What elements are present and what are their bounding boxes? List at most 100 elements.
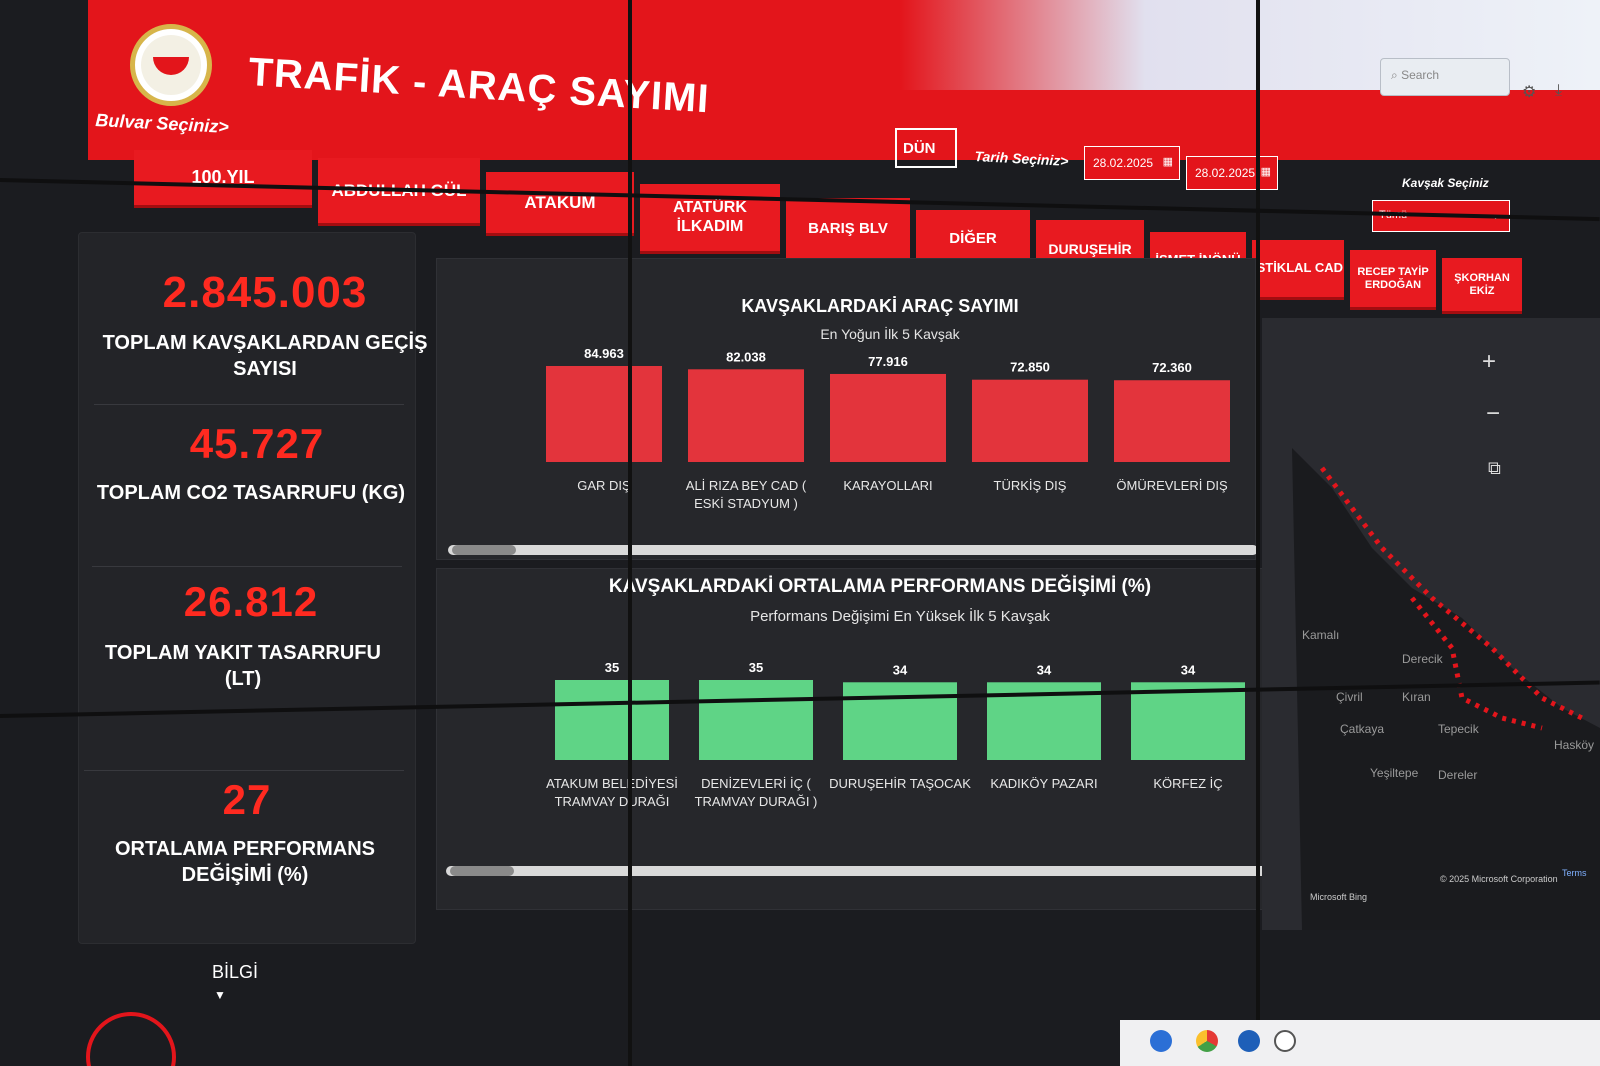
map-attribution: Microsoft Bing (1310, 892, 1368, 902)
map-place-label: Dereler (1438, 768, 1478, 782)
chart-bar[interactable] (555, 680, 669, 760)
zoom-out-icon[interactable]: − (1486, 400, 1501, 427)
date-to-field[interactable]: 28.02.2025 ▦ (1186, 156, 1278, 190)
chart-category-label: DURUŞEHİR TAŞOCAK (829, 776, 971, 791)
kpi-co2-value: 45.727 (189, 420, 325, 467)
map-panel[interactable]: + − ⧉ Kamalı Derecik Çivril Kıran Çatkay… (1262, 318, 1600, 930)
chart-data-label: 34 (1181, 662, 1196, 677)
media-player-icon[interactable] (1274, 1030, 1296, 1052)
chart-data-label: 84.963 (584, 346, 624, 361)
gear-icon[interactable]: ⚙ (1522, 84, 1537, 101)
chart-bar[interactable] (546, 366, 662, 462)
kpi-total-passes-value: 2.845.003 (162, 268, 368, 317)
kpi-fuel-label: TOPLAM YAKIT TASARRUFU (LT) (105, 642, 381, 690)
chart-category-label: KADIKÖY PAZARI (990, 776, 1097, 791)
junction-map[interactable] (1262, 318, 1600, 930)
zoom-in-icon[interactable]: + (1482, 348, 1497, 375)
map-place-label: Kamalı (1302, 628, 1340, 642)
search-placeholder: Search (1401, 68, 1440, 82)
map-place-label: Çivril (1336, 690, 1363, 704)
chart-data-label: 72.850 (1010, 360, 1050, 375)
chart-data-label: 34 (1037, 662, 1052, 677)
kpi-divider (92, 566, 402, 567)
map-place-label: Tepecik (1438, 722, 1479, 736)
yesterday-button[interactable]: DÜN (895, 128, 957, 168)
chart-bar[interactable] (972, 379, 1088, 462)
chart-category-label: ALİ RIZA BEY CAD ( (686, 478, 807, 493)
date-to-value: 28.02.2025 (1195, 166, 1256, 180)
chrome-icon[interactable] (1196, 1030, 1218, 1052)
street-button-100-yil[interactable]: 100.YIL (134, 150, 312, 208)
chart-category-label: DENİZEVLERİ İÇ ( (701, 776, 811, 791)
map-place-label: Çatkaya (1340, 722, 1385, 736)
map-place-label: Derecik (1402, 652, 1443, 666)
chart-data-label: 72.360 (1152, 360, 1192, 375)
map-terms-link[interactable]: Terms (1562, 868, 1587, 878)
chart-category-label: ESKİ STADYUM ) (694, 496, 798, 511)
junction-prompt: Kavşak Seçiniz (1402, 176, 1489, 190)
map-place-label: Yeşiltepe (1370, 766, 1419, 780)
chart-bar[interactable] (830, 373, 946, 462)
map-copyright: © 2025 Microsoft Corporation (1440, 874, 1558, 884)
search-icon: ⌕ (1391, 68, 1402, 82)
street-button-baris-blv[interactable]: BARIŞ BLV (786, 198, 910, 262)
vehicle-chart-subtitle: En Yoğun İlk 5 Kavşak (820, 326, 960, 342)
kpi-panel (78, 232, 416, 944)
chart-data-label: 82.038 (726, 349, 766, 364)
vehicle-chart-title: KAVŞAKLARDAKİ ARAÇ SAYIMI (741, 296, 1019, 316)
street-button-istiklal-cad[interactable]: İSTİKLAL CAD (1252, 240, 1344, 300)
screen-seam (1256, 0, 1260, 1066)
street-button-recep-tayip-erdogan[interactable]: RECEP TAYİP ERDOĞAN (1350, 250, 1436, 310)
chart-category-label: ÖMÜREVLERİ DIŞ (1116, 478, 1228, 493)
chart-data-label: 35 (605, 660, 619, 675)
download-icon[interactable]: ⤓ (1555, 82, 1563, 99)
windows-icon[interactable] (1150, 1030, 1172, 1052)
kpi-divider (84, 770, 404, 771)
chart-category-label: TRAMVAY DURAĞI ) (695, 794, 818, 809)
kpi-divider (94, 404, 404, 405)
performance-chart-subtitle: Performans Değişimi En Yüksek İlk 5 Kavş… (750, 608, 1050, 625)
performance-chart-scrollbar[interactable] (446, 866, 1278, 876)
kpi-total-passes-label: TOPLAM KAVŞAKLARDAN GEÇİŞ SAYISI (102, 332, 428, 380)
vehicle-chart-scroll-thumb[interactable] (452, 545, 516, 555)
search-input[interactable]: ⌕ Search (1380, 58, 1510, 96)
date-from-field[interactable]: 28.02.2025 ▦ (1084, 146, 1180, 180)
calendar-icon[interactable]: ▦ (1162, 156, 1173, 168)
caret-down-icon[interactable]: ▼ (214, 988, 226, 1002)
browser-icon[interactable] (1238, 1030, 1260, 1052)
chart-bar[interactable] (1131, 682, 1245, 760)
vehicle-count-chart: 84.963 GAR DIŞ 82.038 ALİ RIZA BEY CAD ( ESK… (546, 346, 1230, 511)
map-place-label: Hasköy (1554, 738, 1595, 752)
chart-bar[interactable] (1114, 380, 1230, 462)
chart-data-label: 34 (893, 662, 908, 677)
kpi-performance-value: 27 (222, 776, 272, 823)
calendar-icon[interactable]: ▦ (1260, 166, 1271, 178)
chart-bar[interactable] (688, 369, 804, 462)
chart-data-label: 77.916 (868, 354, 908, 369)
chart-category-label: KARAYOLLARI (843, 478, 932, 493)
performance-chart: 35 ATAKUM BELEDİYESİ TRAMVAY DURAĞI 35 DENİZ… (546, 660, 1245, 809)
chart-category-label: GAR DIŞ (577, 478, 631, 493)
kpi-performance-label: ORTALAMA PERFORMANS DEĞİŞİMİ (%) (115, 838, 375, 886)
info-icon[interactable] (86, 1012, 176, 1066)
chart-category-label: TÜRKİŞ DIŞ (994, 478, 1067, 493)
screen-seam (628, 0, 632, 1066)
chart-category-label: ATAKUM BELEDİYESİ (546, 776, 678, 791)
info-label[interactable]: BİLGİ (212, 962, 259, 982)
street-button-skorhan-ekiz[interactable]: ŞKORHAN EKİZ (1442, 258, 1522, 314)
street-button-atakum[interactable]: ATAKUM (486, 172, 634, 236)
select-area-icon[interactable]: ⧉ (1488, 458, 1501, 478)
taskbar (1120, 1020, 1600, 1066)
map-place-label: Kıran (1402, 690, 1431, 704)
kpi-fuel-value: 26.812 (183, 578, 319, 625)
chart-category-label: TRAMVAY DURAĞI (555, 794, 670, 809)
kpi-co2-label: TOPLAM CO2 TASARRUFU (KG) (96, 482, 406, 504)
date-from-value: 28.02.2025 (1093, 156, 1154, 170)
chart-data-label: 35 (749, 660, 763, 675)
chart-bar[interactable] (699, 680, 813, 760)
performance-chart-title: KAVŞAKLARDAKİ ORTALAMA PERFORMANS DEĞİŞİ… (608, 576, 1152, 597)
performance-chart-scroll-thumb[interactable] (450, 866, 514, 876)
municipality-logo (130, 24, 212, 106)
vehicle-chart-scrollbar[interactable] (448, 545, 1258, 555)
chart-category-label: KÖRFEZ İÇ (1153, 776, 1222, 791)
